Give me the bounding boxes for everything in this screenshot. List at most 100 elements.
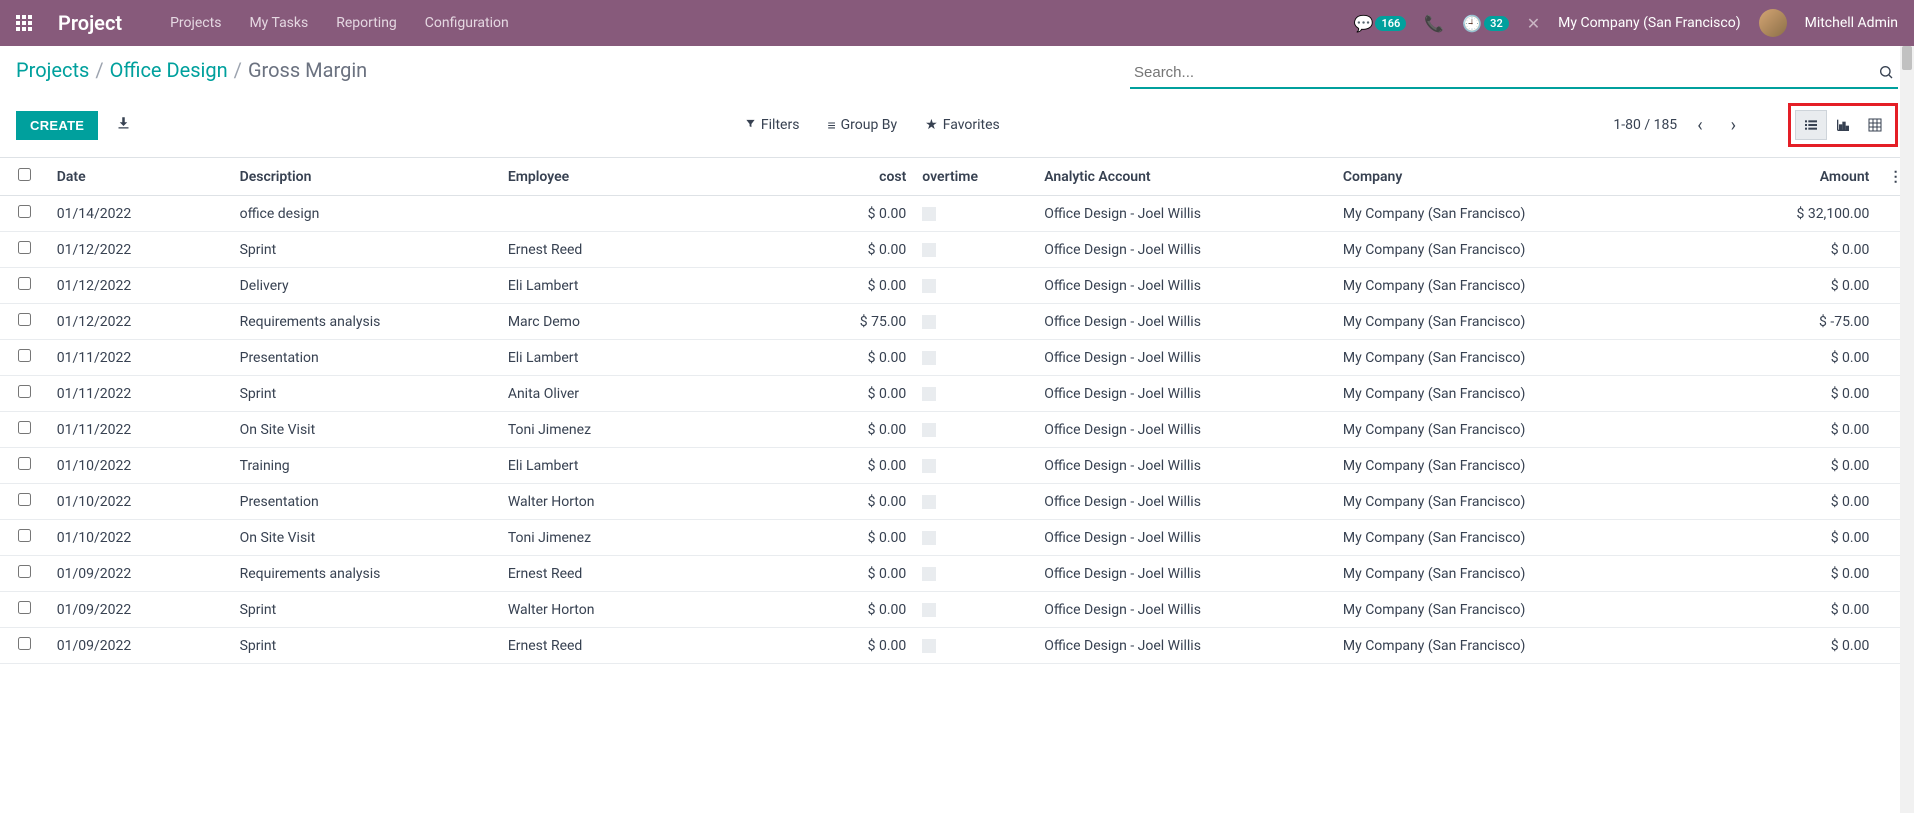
filters-button[interactable]: Filters [745, 117, 800, 133]
row-checkbox[interactable] [18, 529, 31, 542]
view-pivot-button[interactable] [1859, 110, 1891, 140]
cell-cost: $ 0.00 [841, 268, 914, 304]
pager-prev[interactable]: ‹ [1689, 111, 1710, 140]
table-row[interactable]: 01/12/2022DeliveryEli Lambert$ 0.00Offic… [0, 268, 1914, 304]
nav-projects[interactable]: Projects [170, 15, 221, 31]
cell-account: Office Design - Joel Willis [1036, 376, 1335, 412]
breadcrumb-projects[interactable]: Projects [16, 58, 89, 82]
search-input[interactable] [1130, 58, 1898, 89]
table-row[interactable]: 01/09/2022Requirements analysisErnest Re… [0, 556, 1914, 592]
cell-employee: Eli Lambert [500, 268, 841, 304]
cell-overtime [914, 232, 1036, 268]
nav-configuration[interactable]: Configuration [425, 15, 509, 31]
breadcrumb-office-design[interactable]: Office Design [110, 58, 228, 82]
cell-company: My Company (San Francisco) [1335, 304, 1756, 340]
cell-amount: $ 0.00 [1755, 556, 1877, 592]
row-checkbox[interactable] [18, 601, 31, 614]
groupby-button[interactable]: ≡ Group By [827, 117, 897, 134]
cell-date: 01/09/2022 [49, 592, 232, 628]
cell-amount: $ 0.00 [1755, 232, 1877, 268]
search-icon[interactable] [1878, 64, 1894, 84]
cell-account: Office Design - Joel Willis [1036, 268, 1335, 304]
cell-date: 01/12/2022 [49, 304, 232, 340]
cell-employee: Ernest Reed [500, 556, 841, 592]
col-overtime[interactable]: overtime [914, 158, 1036, 196]
row-checkbox[interactable] [18, 349, 31, 362]
col-company[interactable]: Company [1335, 158, 1756, 196]
close-icon[interactable]: ✕ [1527, 14, 1540, 33]
cell-company: My Company (San Francisco) [1335, 268, 1756, 304]
search-container [1130, 58, 1898, 89]
activities-indicator[interactable]: 🕘 32 [1462, 14, 1509, 33]
table-row[interactable]: 01/12/2022SprintErnest Reed$ 0.00Office … [0, 232, 1914, 268]
scrollbar[interactable] [1900, 46, 1914, 813]
cell-overtime [914, 340, 1036, 376]
create-button[interactable]: CREATE [16, 111, 98, 140]
cell-employee: Ernest Reed [500, 628, 841, 664]
cell-date: 01/10/2022 [49, 448, 232, 484]
cell-overtime [914, 592, 1036, 628]
col-description[interactable]: Description [232, 158, 500, 196]
cell-date: 01/10/2022 [49, 520, 232, 556]
cell-account: Office Design - Joel Willis [1036, 448, 1335, 484]
cell-company: My Company (San Francisco) [1335, 520, 1756, 556]
table-row[interactable]: 01/10/2022TrainingEli Lambert$ 0.00Offic… [0, 448, 1914, 484]
download-icon[interactable] [116, 116, 131, 135]
avatar[interactable] [1759, 9, 1787, 37]
row-checkbox[interactable] [18, 637, 31, 650]
table-row[interactable]: 01/10/2022On Site VisitToni Jimenez$ 0.0… [0, 520, 1914, 556]
nav-menu: Projects My Tasks Reporting Configuratio… [170, 15, 509, 31]
cell-overtime [914, 268, 1036, 304]
cell-employee: Toni Jimenez [500, 520, 841, 556]
row-checkbox[interactable] [18, 421, 31, 434]
pager-next[interactable]: › [1723, 111, 1744, 140]
cell-account: Office Design - Joel Willis [1036, 232, 1335, 268]
table-row[interactable]: 01/12/2022Requirements analysisMarc Demo… [0, 304, 1914, 340]
cell-employee: Eli Lambert [500, 340, 841, 376]
col-amount[interactable]: Amount [1755, 158, 1877, 196]
cell-company: My Company (San Francisco) [1335, 556, 1756, 592]
cell-overtime [914, 628, 1036, 664]
table-row[interactable]: 01/11/2022SprintAnita Oliver$ 0.00Office… [0, 376, 1914, 412]
cell-overtime [914, 196, 1036, 232]
view-graph-button[interactable] [1827, 110, 1859, 140]
cell-description: Sprint [232, 628, 500, 664]
cell-company: My Company (San Francisco) [1335, 196, 1756, 232]
nav-my-tasks[interactable]: My Tasks [249, 15, 308, 31]
row-checkbox[interactable] [18, 457, 31, 470]
phone-icon[interactable]: 📞 [1424, 14, 1444, 33]
data-table-container: Date Description Employee cost overtime … [0, 157, 1914, 664]
cell-amount: $ 0.00 [1755, 484, 1877, 520]
table-row[interactable]: 01/14/2022office design$ 0.00Office Desi… [0, 196, 1914, 232]
row-checkbox[interactable] [18, 277, 31, 290]
table-row[interactable]: 01/09/2022SprintErnest Reed$ 0.00Office … [0, 628, 1914, 664]
user-menu[interactable]: Mitchell Admin [1805, 15, 1898, 31]
favorites-button[interactable]: ★ Favorites [925, 117, 1000, 133]
nav-reporting[interactable]: Reporting [336, 15, 397, 31]
cell-date: 01/09/2022 [49, 628, 232, 664]
company-selector[interactable]: My Company (San Francisco) [1558, 15, 1740, 31]
pager-range[interactable]: 1-80 / 185 [1613, 117, 1677, 133]
row-checkbox[interactable] [18, 565, 31, 578]
apps-icon[interactable] [16, 15, 32, 31]
view-switcher [1788, 103, 1898, 147]
col-employee[interactable]: Employee [500, 158, 841, 196]
app-brand[interactable]: Project [58, 11, 122, 35]
messages-indicator[interactable]: 💬 166 [1354, 14, 1407, 33]
table-row[interactable]: 01/11/2022On Site VisitToni Jimenez$ 0.0… [0, 412, 1914, 448]
table-row[interactable]: 01/09/2022SprintWalter Horton$ 0.00Offic… [0, 592, 1914, 628]
cell-cost: $ 0.00 [841, 448, 914, 484]
table-row[interactable]: 01/10/2022PresentationWalter Horton$ 0.0… [0, 484, 1914, 520]
cell-overtime [914, 556, 1036, 592]
col-cost[interactable]: cost [841, 158, 914, 196]
col-date[interactable]: Date [49, 158, 232, 196]
row-checkbox[interactable] [18, 313, 31, 326]
select-all-checkbox[interactable] [18, 168, 31, 181]
row-checkbox[interactable] [18, 205, 31, 218]
row-checkbox[interactable] [18, 385, 31, 398]
table-row[interactable]: 01/11/2022PresentationEli Lambert$ 0.00O… [0, 340, 1914, 376]
view-list-button[interactable] [1795, 110, 1827, 140]
row-checkbox[interactable] [18, 241, 31, 254]
col-account[interactable]: Analytic Account [1036, 158, 1335, 196]
row-checkbox[interactable] [18, 493, 31, 506]
